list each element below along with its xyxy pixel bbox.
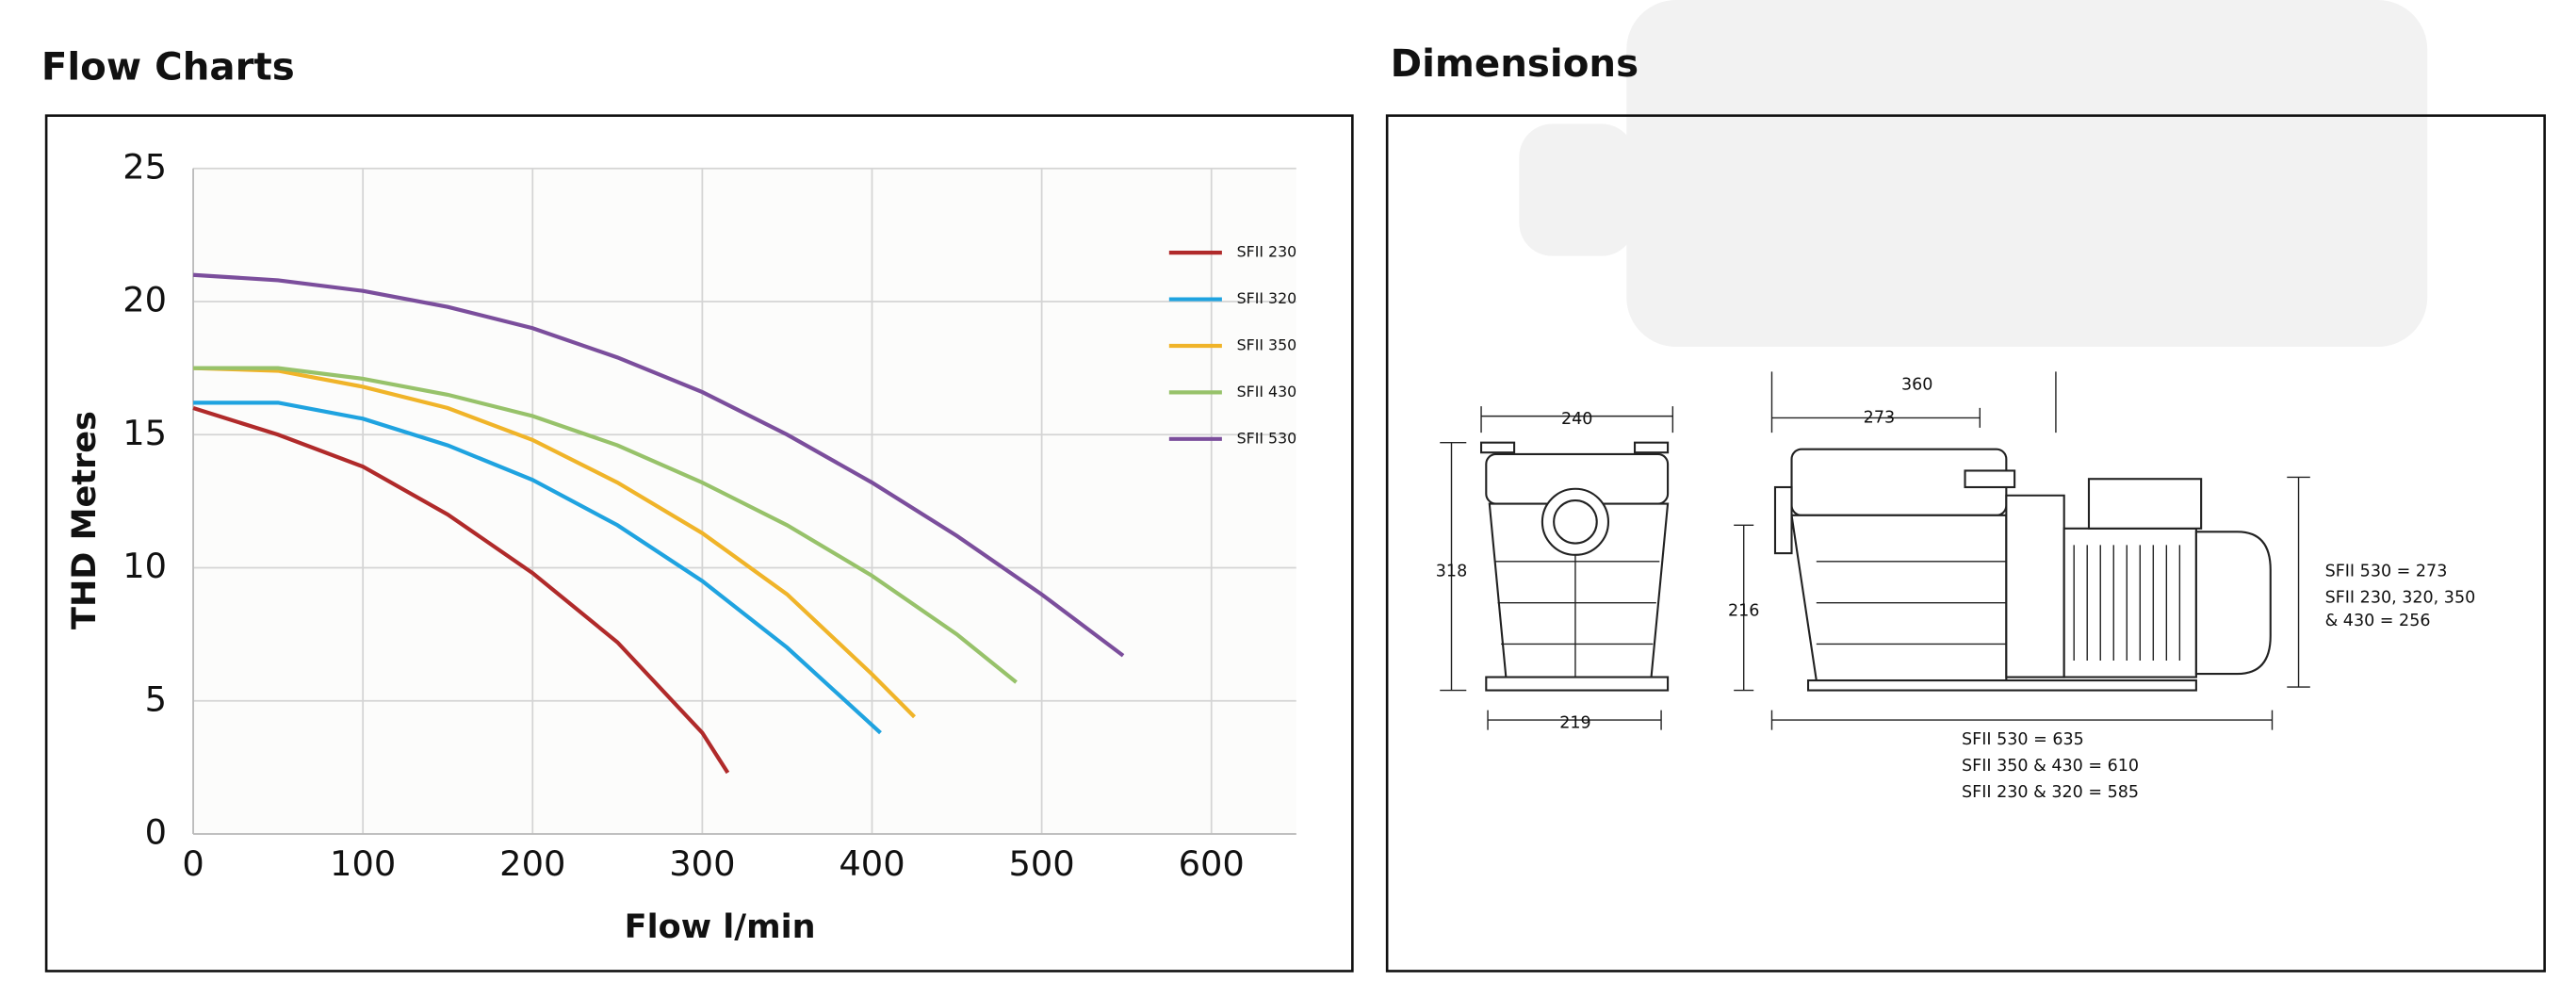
series-line [192, 272, 1125, 658]
section-heading: Flow Charts [41, 45, 295, 90]
x-tick-label: 100 [330, 843, 396, 884]
dimension-label: SFII 230, 320, 350 [2325, 588, 2476, 607]
chart-frame [44, 114, 1354, 972]
y-tick-label: 15 [122, 413, 167, 453]
dimension-label: SFII 350 & 430 = 610 [1962, 757, 2139, 776]
legend-label: SFII 430 [1237, 383, 1296, 400]
x-tick-label: 400 [839, 843, 905, 884]
legend-label: SFII 530 [1237, 429, 1296, 447]
legend-label: SFII 320 [1237, 289, 1296, 307]
dimension-label: 219 [1559, 714, 1590, 733]
dimension-label: 273 [1864, 408, 1895, 427]
y-tick-label: 5 [145, 678, 167, 719]
x-tick-label: 200 [499, 843, 565, 884]
y-tick-label: 25 [122, 146, 167, 187]
x-tick-label: 500 [1008, 843, 1074, 884]
dimension-label: SFII 230 & 320 = 585 [1962, 783, 2139, 802]
series-line [193, 366, 1018, 684]
dimension-label: 216 [1728, 601, 1759, 620]
dimension-label: & 430 = 256 [2325, 612, 2431, 630]
series-line [192, 406, 730, 775]
dimension-label: 360 [1901, 375, 1932, 394]
series-line [193, 366, 917, 719]
series-line [193, 400, 882, 735]
y-tick-label: 20 [122, 280, 167, 320]
dimension-label: SFII 530 = 273 [2325, 562, 2448, 580]
chart: 0 5 10 15 20 25 0 100 200 300 400 500 600 Flow l/min T… [65, 146, 1296, 946]
dimension-label: SFII 530 = 635 [1962, 730, 2084, 749]
dimension-label: 318 [1436, 562, 1467, 580]
x-tick-label: 0 [182, 843, 204, 884]
pump-diagram [1440, 371, 2310, 730]
y-tick-label: 0 [145, 812, 167, 853]
section-heading: Dimensions [1391, 41, 1639, 86]
legend-label: SFII 350 [1237, 335, 1296, 353]
plot-area [193, 168, 1296, 835]
x-tick-label: 300 [669, 843, 735, 884]
diagram-frame [1385, 114, 2546, 972]
y-axis-label: THD Metres [65, 411, 104, 629]
watermark [1519, 0, 2428, 348]
y-tick-label: 10 [122, 546, 167, 586]
dimension-label: 240 [1561, 410, 1592, 429]
x-tick-label: 600 [1179, 843, 1245, 884]
x-axis-label: Flow l/min [625, 907, 816, 946]
legend-label: SFII 230 [1237, 243, 1296, 261]
